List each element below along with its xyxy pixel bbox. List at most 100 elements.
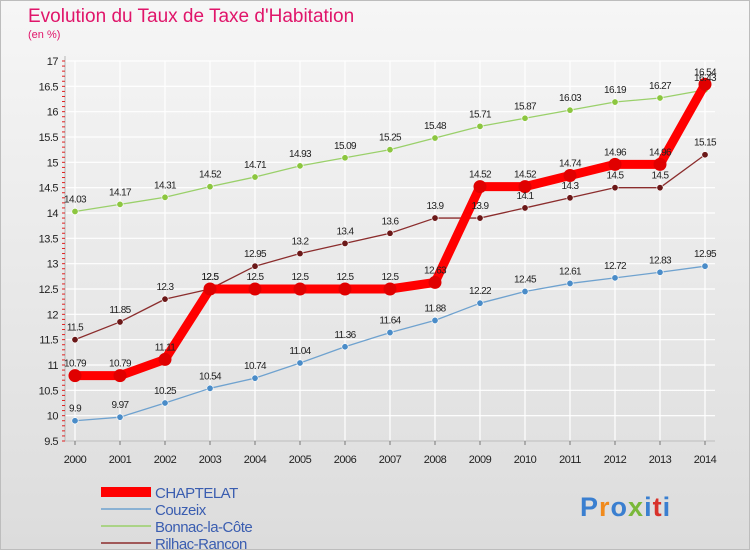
series <box>68 77 712 425</box>
x-tick-label: 2011 <box>559 454 581 466</box>
data-point-chaptelat <box>248 282 262 296</box>
data-point-bonnac-la-c-te <box>476 122 484 130</box>
data-label-chaptelat: 14.52 <box>514 170 537 181</box>
data-label-couzeix: 12.95 <box>694 249 717 260</box>
data-label-bonnac-la-c-te: 15.48 <box>424 121 447 132</box>
data-point-couzeix <box>656 268 664 276</box>
y-tick-label: 11.5 <box>39 335 58 347</box>
data-label-rilhac-rancon: 14.5 <box>606 171 624 182</box>
legend-label: Bonnac-la-Côte <box>155 519 252 536</box>
data-label-couzeix: 10.74 <box>244 361 267 372</box>
data-labels: 14.03 14.17 14.31 14.52 14.71 14.93 15.09 15.25… <box>64 67 718 414</box>
data-label-rilhac-rancon: 12.5 <box>201 272 219 283</box>
data-point-chaptelat <box>428 275 442 289</box>
data-label-bonnac-la-c-te: 15.87 <box>514 101 537 112</box>
x-tick-label: 2009 <box>469 454 492 466</box>
data-label-couzeix: 9.97 <box>111 400 129 411</box>
data-point-rilhac-rancon <box>476 214 484 222</box>
data-label-rilhac-rancon: 11.5 <box>67 323 84 334</box>
data-label-bonnac-la-c-te: 14.71 <box>244 160 267 171</box>
data-point-bonnac-la-c-te <box>161 193 169 201</box>
data-label-rilhac-rancon: 15.15 <box>694 138 717 149</box>
data-point-chaptelat <box>383 282 397 296</box>
data-label-chaptelat: 16.54 <box>694 67 717 78</box>
data-point-bonnac-la-c-te <box>656 94 664 102</box>
data-label-couzeix: 12.45 <box>514 275 537 286</box>
data-label-rilhac-rancon: 12.3 <box>156 282 174 293</box>
data-point-couzeix <box>341 343 349 351</box>
data-point-rilhac-rancon <box>566 194 574 202</box>
data-point-rilhac-rancon <box>116 318 124 326</box>
data-label-couzeix: 11.88 <box>424 303 446 314</box>
data-label-chaptelat: 12.63 <box>424 265 447 276</box>
data-point-bonnac-la-c-te <box>116 200 124 208</box>
data-point-chaptelat <box>68 369 82 383</box>
y-tick-label: 13.5 <box>39 233 59 245</box>
logo-letter: x <box>628 492 645 522</box>
data-label-bonnac-la-c-te: 16.43 <box>694 73 717 84</box>
data-point-couzeix <box>521 288 529 296</box>
y-tick-label: 17 <box>47 56 59 68</box>
data-label-couzeix: 11.04 <box>289 346 311 357</box>
data-point-rilhac-rancon <box>161 295 169 303</box>
data-point-couzeix <box>611 274 619 282</box>
data-label-rilhac-rancon: 13.9 <box>471 201 489 212</box>
data-point-chaptelat <box>293 282 307 296</box>
data-point-couzeix <box>161 399 169 407</box>
data-label-chaptelat: 14.74 <box>559 159 582 170</box>
data-point-chaptelat <box>518 180 532 194</box>
x-tick-label: 2005 <box>289 454 312 466</box>
data-label-rilhac-rancon: 14.5 <box>651 171 669 182</box>
data-label-bonnac-la-c-te: 14.93 <box>289 149 312 160</box>
data-label-rilhac-rancon: 13.9 <box>426 201 444 212</box>
data-label-chaptelat: 12.5 <box>336 272 354 283</box>
data-point-bonnac-la-c-te <box>611 98 619 106</box>
data-label-chaptelat: 14.96 <box>604 147 627 158</box>
data-label-rilhac-rancon: 12.95 <box>244 249 267 260</box>
y-tick-label: 12.5 <box>39 284 59 296</box>
data-label-couzeix: 11.64 <box>379 316 401 327</box>
data-point-chaptelat <box>698 77 712 91</box>
grid <box>65 60 715 442</box>
data-label-rilhac-rancon: 13.6 <box>381 216 399 227</box>
data-label-chaptelat: 12.5 <box>381 272 399 283</box>
x-tick-label: 2010 <box>514 454 537 466</box>
x-tick-label: 2001 <box>109 454 132 466</box>
data-label-couzeix: 11.36 <box>334 330 356 341</box>
data-point-couzeix <box>701 262 709 270</box>
x-tick-label: 2013 <box>649 454 672 466</box>
data-label-chaptelat: 12.5 <box>246 272 264 283</box>
axes: 9.5 10 10.5 11 11.5 12 12.5 13 13.5 14 14.5 15 15.5 1… <box>39 56 717 466</box>
data-point-couzeix <box>566 279 574 287</box>
y-tick-label: 16 <box>47 107 59 119</box>
y-tick-label: 10.5 <box>39 385 59 397</box>
data-label-rilhac-rancon: 13.2 <box>291 237 309 248</box>
y-tick-label: 15.5 <box>39 132 59 144</box>
data-point-bonnac-la-c-te <box>71 207 79 215</box>
y-tick-label: 12 <box>47 309 59 321</box>
logo-letter: t <box>652 492 663 522</box>
data-label-couzeix: 10.54 <box>199 371 222 382</box>
data-label-chaptelat: 10.79 <box>109 359 132 370</box>
y-tick-label: 9.5 <box>44 436 58 448</box>
data-label-couzeix: 12.72 <box>604 261 627 272</box>
data-label-chaptelat: 10.79 <box>64 359 87 370</box>
y-tick-label: 15 <box>47 157 59 169</box>
data-point-chaptelat <box>653 157 667 171</box>
data-point-couzeix <box>476 299 484 307</box>
data-point-rilhac-rancon <box>251 262 259 270</box>
data-point-bonnac-la-c-te <box>206 183 214 191</box>
data-point-couzeix <box>251 374 259 382</box>
data-point-bonnac-la-c-te <box>521 114 529 122</box>
data-point-chaptelat <box>113 369 127 383</box>
data-label-chaptelat: 14.96 <box>649 147 672 158</box>
data-label-bonnac-la-c-te: 16.27 <box>649 81 672 92</box>
data-point-rilhac-rancon <box>701 151 709 159</box>
legend-label: Couzeix <box>155 502 207 519</box>
data-point-rilhac-rancon <box>431 214 439 222</box>
data-label-bonnac-la-c-te: 15.25 <box>379 133 402 144</box>
y-tick-label: 13 <box>47 259 59 271</box>
x-tick-label: 2012 <box>604 454 627 466</box>
data-point-bonnac-la-c-te <box>296 162 304 170</box>
